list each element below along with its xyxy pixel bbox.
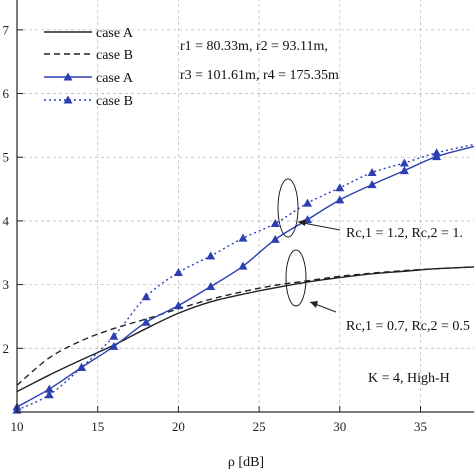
y-tick-label: 6 bbox=[3, 86, 10, 101]
y-tick-label: 3 bbox=[3, 277, 10, 292]
series-2-point bbox=[206, 282, 216, 291]
series-2-point bbox=[109, 341, 119, 350]
x-tick-label: 35 bbox=[414, 419, 427, 434]
series-2-point bbox=[173, 301, 183, 310]
legend-label-0: case A bbox=[96, 26, 134, 41]
grid bbox=[16, 0, 474, 412]
y-tick-label: 7 bbox=[3, 22, 10, 37]
x-tick-label: 15 bbox=[91, 419, 104, 434]
series-3-point bbox=[238, 233, 248, 242]
series-3-point bbox=[303, 198, 313, 207]
series-3-point bbox=[109, 331, 119, 340]
annotations: r1 = 80.33m, r2 = 93.11m, r3 = 101.61m, … bbox=[180, 39, 470, 386]
y-tick-label: 4 bbox=[3, 213, 10, 228]
series-2-point bbox=[44, 384, 54, 393]
x-tick-label: 10 bbox=[11, 419, 24, 434]
upper-curves-ellipse bbox=[277, 178, 299, 238]
lower-curves-ellipse bbox=[285, 249, 307, 307]
series-3-point bbox=[173, 268, 183, 277]
series-3-point bbox=[77, 362, 87, 371]
y-tick-label: 5 bbox=[3, 150, 10, 165]
plot-frame bbox=[16, 0, 474, 413]
ticks: 10 15 20 25 30 35 2 3 4 5 6 7 bbox=[3, 22, 428, 434]
series-3-point bbox=[206, 251, 216, 260]
annotation-k-label: K = 4, High-H bbox=[368, 371, 450, 386]
series-3-point bbox=[432, 148, 442, 157]
legend-marker-3 bbox=[63, 95, 73, 104]
series-2-point bbox=[335, 195, 345, 204]
annotation-rc-upper: Rc,1 = 1.2, Rc,2 = 1. bbox=[346, 226, 463, 241]
series-layer bbox=[12, 143, 474, 414]
x-tick-label: 30 bbox=[333, 419, 346, 434]
x-tick-label: 20 bbox=[172, 419, 185, 434]
series-line-3 bbox=[16, 143, 474, 411]
series-3-point bbox=[141, 292, 151, 301]
legend-label-2: case A bbox=[96, 71, 134, 86]
series-3-point bbox=[399, 158, 409, 167]
x-tick-label: 25 bbox=[253, 419, 266, 434]
y-tick-label: 2 bbox=[3, 341, 10, 356]
series-2-point bbox=[367, 180, 377, 189]
series-2-point bbox=[238, 261, 248, 270]
legend-label-3: case B bbox=[96, 94, 133, 109]
annotation-r-line2: r3 = 101.61m, r4 = 175.35m bbox=[180, 68, 339, 83]
series-3-point bbox=[335, 183, 345, 192]
annotation-rc-lower: Rc,1 = 0.7, Rc,2 = 0.5 bbox=[346, 319, 470, 334]
legend: case A case B case A case B bbox=[44, 26, 134, 109]
series-line-2 bbox=[16, 145, 474, 408]
series-2-point bbox=[270, 234, 280, 243]
legend-label-1: case B bbox=[96, 48, 133, 63]
series-3-point bbox=[270, 218, 280, 227]
annotation-r-line1: r1 = 80.33m, r2 = 93.11m, bbox=[180, 39, 328, 54]
series-2-point bbox=[399, 166, 409, 175]
series-3-point bbox=[367, 168, 377, 177]
x-axis-label: ρ [dB] bbox=[228, 455, 264, 470]
legend-marker-2 bbox=[63, 72, 73, 81]
series-3-point bbox=[44, 390, 54, 399]
upper-pointer-arrowhead bbox=[298, 219, 306, 226]
series-2-point bbox=[141, 317, 151, 326]
series-line-1 bbox=[16, 266, 474, 386]
lower-pointer-arrowhead bbox=[310, 301, 318, 308]
